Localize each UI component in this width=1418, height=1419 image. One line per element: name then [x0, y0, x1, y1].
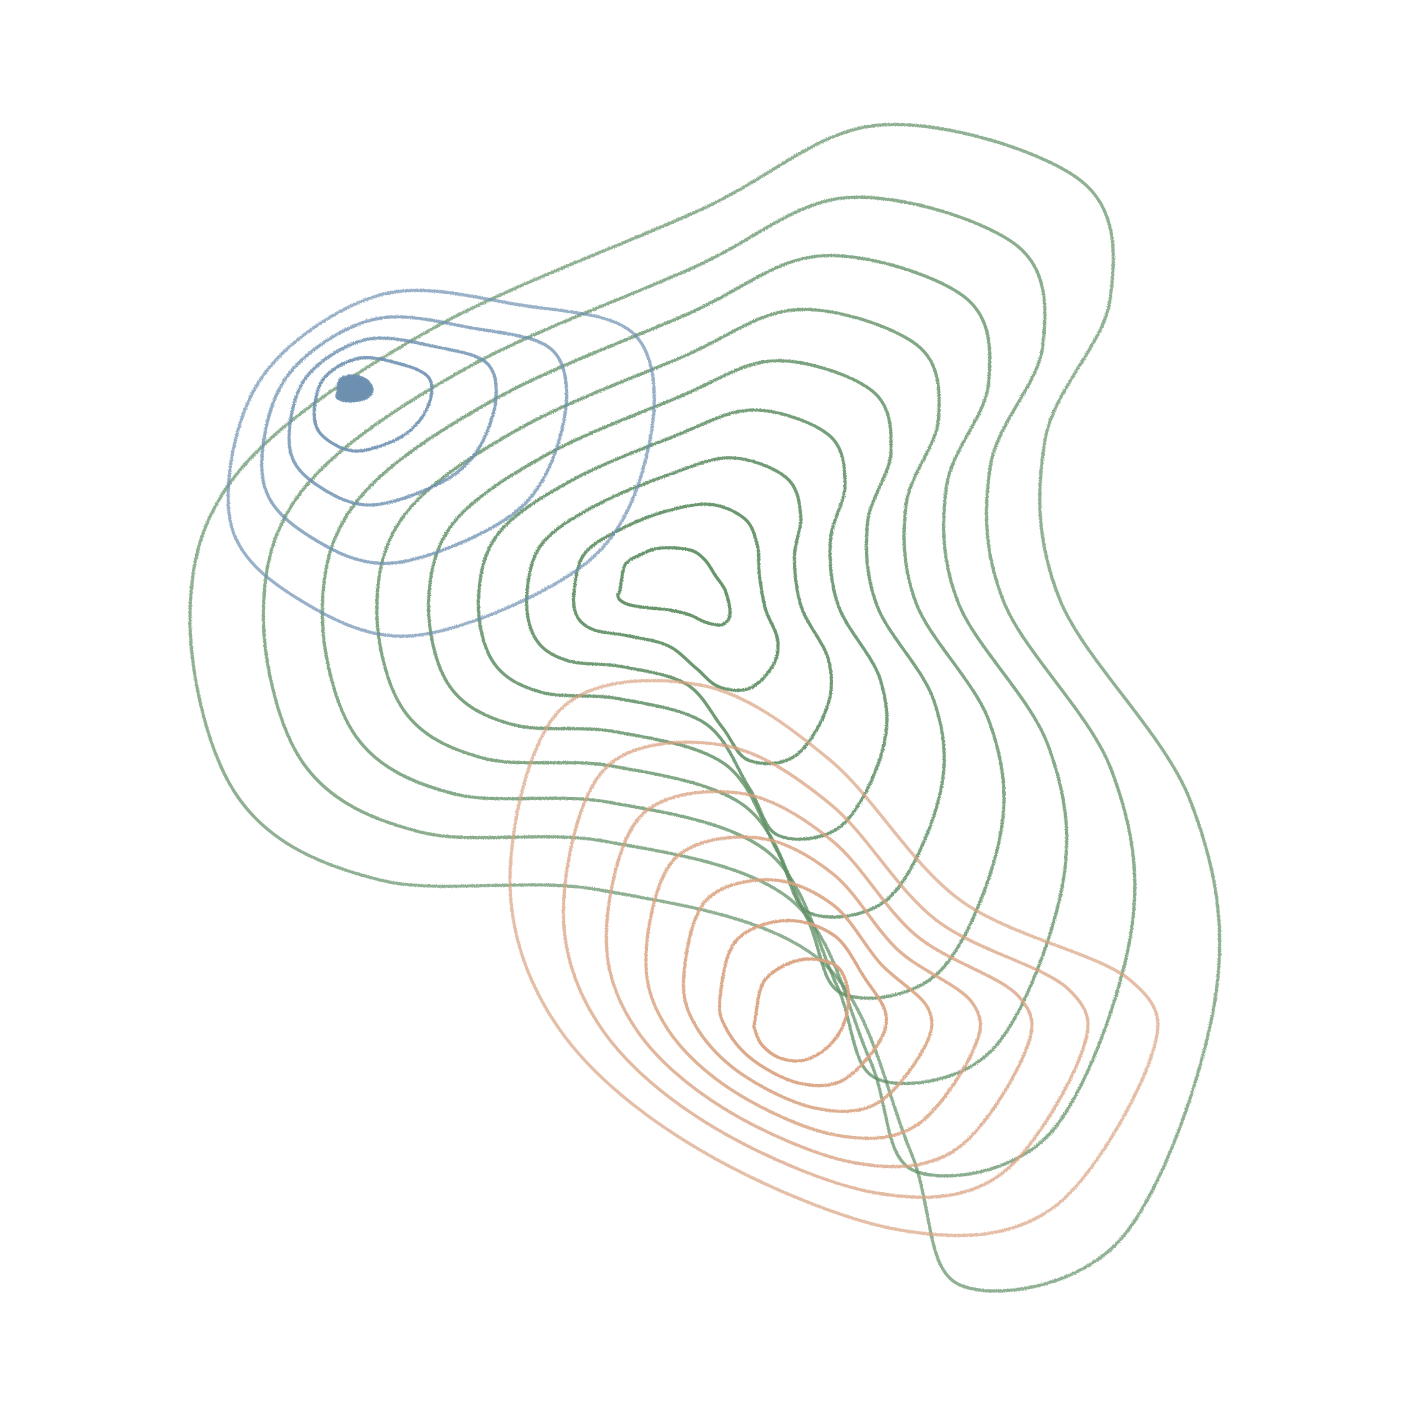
blue-contour	[260, 315, 569, 566]
orange-contour	[681, 878, 934, 1114]
orange-contour	[561, 740, 1090, 1199]
orange-contour	[717, 918, 888, 1088]
orange-contour	[508, 678, 1160, 1238]
green-contour	[616, 546, 732, 627]
contours	[188, 122, 1222, 1293]
green-contour	[320, 253, 1069, 1086]
orange-contour	[604, 790, 1034, 1169]
green-contour	[571, 502, 780, 692]
blue-contour	[287, 336, 498, 507]
green-contour	[476, 408, 889, 841]
orange-contour	[752, 957, 851, 1063]
green-contour	[426, 359, 946, 919]
green-contour	[261, 195, 1137, 1178]
green-contour	[524, 456, 834, 766]
blue-contour	[312, 356, 434, 453]
orange-contour	[644, 835, 983, 1140]
blue-contour	[226, 288, 656, 638]
green-contour	[375, 307, 1006, 1000]
blue-contour	[335, 374, 374, 403]
